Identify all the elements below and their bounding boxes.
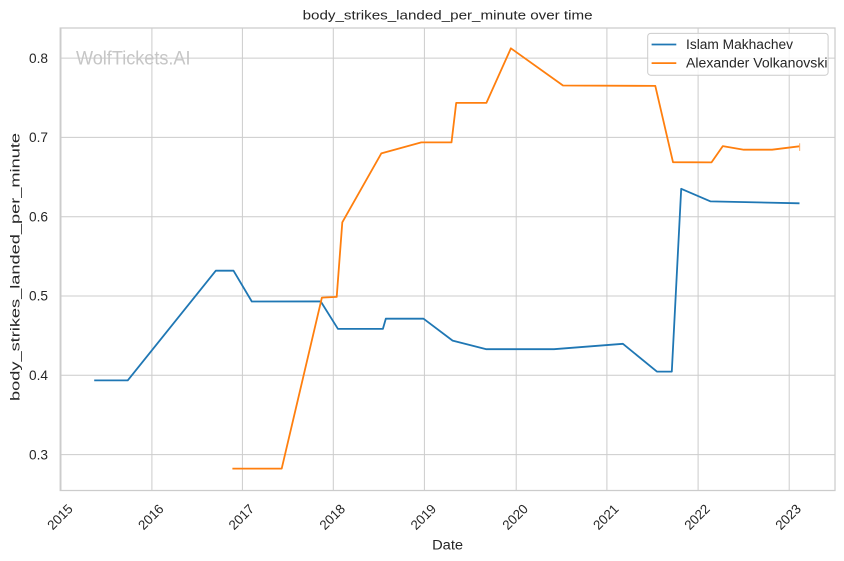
svg-text:0.3: 0.3 [29,447,48,462]
svg-text:0.8: 0.8 [29,51,48,66]
svg-text:WolfTickets.AI: WolfTickets.AI [76,48,191,69]
svg-text:body_strikes_landed_per_minute: body_strikes_landed_per_minute over time [303,8,593,23]
svg-text:body_strikes_landed_per_minute: body_strikes_landed_per_minute [8,133,23,401]
svg-text:Islam Makhachev: Islam Makhachev [686,37,793,52]
svg-text:Alexander Volkanovski: Alexander Volkanovski [686,56,828,71]
svg-text:0.4: 0.4 [29,368,48,383]
svg-text:0.6: 0.6 [29,209,48,224]
svg-text:Date: Date [432,538,463,553]
svg-text:0.7: 0.7 [29,130,48,145]
svg-text:0.5: 0.5 [29,289,48,304]
